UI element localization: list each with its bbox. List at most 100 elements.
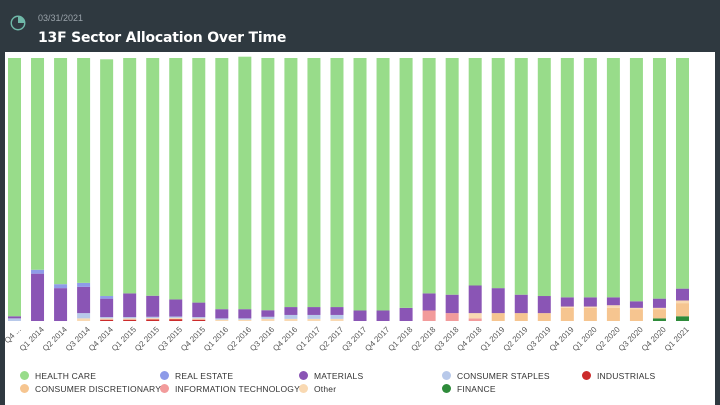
bar-segment-consumer-discretionary[interactable] [514,313,528,321]
bar-stack-7[interactable] [169,58,183,321]
bar-segment-health-care[interactable] [583,58,597,298]
bar-segment-finance[interactable] [652,318,666,321]
bar-segment-health-care[interactable] [146,58,160,296]
legend-item[interactable]: Other [299,383,336,395]
bar-segment-health-care[interactable] [514,58,528,295]
bar-stack-18[interactable] [422,58,436,321]
bar-segment-materials[interactable] [77,286,91,314]
bar-segment-consumer-discretionary[interactable] [491,313,505,321]
bar-segment-materials[interactable] [514,294,528,314]
bar-segment-consumer-staples[interactable] [8,318,21,321]
bar-segment-other[interactable] [629,307,643,310]
bar-segment-materials[interactable] [652,298,666,308]
bar-segment-finance[interactable] [676,316,689,321]
bar-stack-22[interactable] [514,58,528,321]
bar-segment-materials[interactable] [468,285,482,314]
bar-segment-health-care[interactable] [238,56,252,310]
bar-stack-20[interactable] [468,58,482,321]
bar-segment-health-care[interactable] [652,58,666,299]
bar-segment-other[interactable] [652,307,666,310]
bar-segment-industrials[interactable] [192,319,206,321]
bar-segment-materials[interactable] [376,310,390,321]
bar-segment-health-care[interactable] [353,58,367,311]
legend-item[interactable]: REAL ESTATE [160,370,233,382]
legend-item[interactable]: CONSUMER STAPLES [442,370,550,382]
bar-stack-12[interactable] [284,58,298,321]
bar-segment-other[interactable] [676,300,689,304]
bar-segment-health-care[interactable] [422,58,436,294]
bar-stack-14[interactable] [330,58,344,321]
bar-segment-real-estate[interactable] [100,296,114,299]
bar-segment-consumer-staples[interactable] [146,316,160,319]
bar-segment-health-care[interactable] [330,58,344,308]
bar-segment-materials[interactable] [238,309,252,319]
bar-segment-materials[interactable] [537,296,551,314]
bar-segment-health-care[interactable] [399,58,413,308]
bar-segment-health-care[interactable] [491,58,505,289]
bar-segment-health-care[interactable] [676,58,689,289]
bar-segment-health-care[interactable] [537,58,551,297]
bar-segment-materials[interactable] [192,302,206,318]
bar-segment-materials[interactable] [8,316,21,319]
bar-stack-16[interactable] [376,58,390,321]
bar-segment-health-care[interactable] [54,58,68,285]
bar-segment-health-care[interactable] [376,58,390,311]
bar-segment-consumer-discretionary[interactable] [676,303,689,317]
bar-segment-consumer-staples[interactable] [330,314,344,319]
bar-segment-consumer-discretionary[interactable] [652,309,666,319]
bar-segment-other[interactable] [468,313,482,319]
bar-segment-health-care[interactable] [100,59,114,297]
bar-stack-23[interactable] [537,58,551,321]
bar-segment-consumer-staples[interactable] [238,318,252,320]
bar-stack-27[interactable] [629,58,643,321]
bar-segment-other[interactable] [192,318,206,320]
bar-segment-consumer-discretionary[interactable] [606,307,620,321]
bar-segment-other[interactable] [284,318,298,321]
bar-segment-consumer-discretionary[interactable] [629,309,643,321]
bar-segment-other[interactable] [560,306,574,308]
bar-segment-consumer-staples[interactable] [100,317,114,319]
bar-segment-other[interactable] [238,319,252,321]
bar-segment-consumer-staples[interactable] [169,316,183,318]
bar-segment-materials[interactable] [284,307,298,315]
bar-stack-26[interactable] [606,58,620,321]
bar-segment-health-care[interactable] [169,58,183,300]
bar-segment-consumer-discretionary[interactable] [537,313,551,321]
bar-segment-consumer-staples[interactable] [284,314,298,319]
bar-segment-health-care[interactable] [629,58,643,302]
bar-segment-consumer-staples[interactable] [307,314,321,319]
bar-segment-health-care[interactable] [307,58,321,308]
bar-segment-materials[interactable] [169,299,183,317]
bar-segment-health-care[interactable] [192,58,206,303]
bar-stack-4[interactable] [100,59,114,321]
bar-segment-materials[interactable] [261,310,275,317]
bar-segment-industrials[interactable] [146,319,160,321]
bar-segment-materials[interactable] [100,298,114,318]
bar-stack-17[interactable] [399,58,413,321]
bar-segment-real-estate[interactable] [77,282,91,287]
bar-segment-materials[interactable] [353,310,367,321]
bar-stack-0[interactable] [8,58,21,321]
bar-segment-materials[interactable] [606,297,620,306]
bar-segment-health-care[interactable] [31,58,45,270]
bar-segment-other[interactable] [146,318,160,320]
bar-stack-5[interactable] [123,58,137,321]
bar-segment-industrials[interactable] [100,319,114,321]
bar-segment-materials[interactable] [54,288,68,322]
bar-segment-industrials[interactable] [123,319,137,321]
bar-stack-19[interactable] [445,58,459,321]
bar-segment-information-technology[interactable] [445,313,459,321]
bar-segment-health-care[interactable] [284,58,298,308]
bar-segment-health-care[interactable] [77,58,91,283]
legend-item[interactable]: MATERIALS [299,370,363,382]
bar-segment-materials[interactable] [215,309,229,319]
bar-segment-materials[interactable] [31,273,45,321]
bar-stack-8[interactable] [192,58,206,321]
bar-segment-health-care[interactable] [445,58,459,295]
bar-segment-industrials[interactable] [169,319,183,321]
bar-segment-information-technology[interactable] [468,318,482,321]
bar-stack-21[interactable] [491,58,505,321]
bar-segment-health-care[interactable] [560,58,574,298]
bar-segment-health-care[interactable] [215,58,229,310]
bar-segment-other[interactable] [77,318,91,321]
